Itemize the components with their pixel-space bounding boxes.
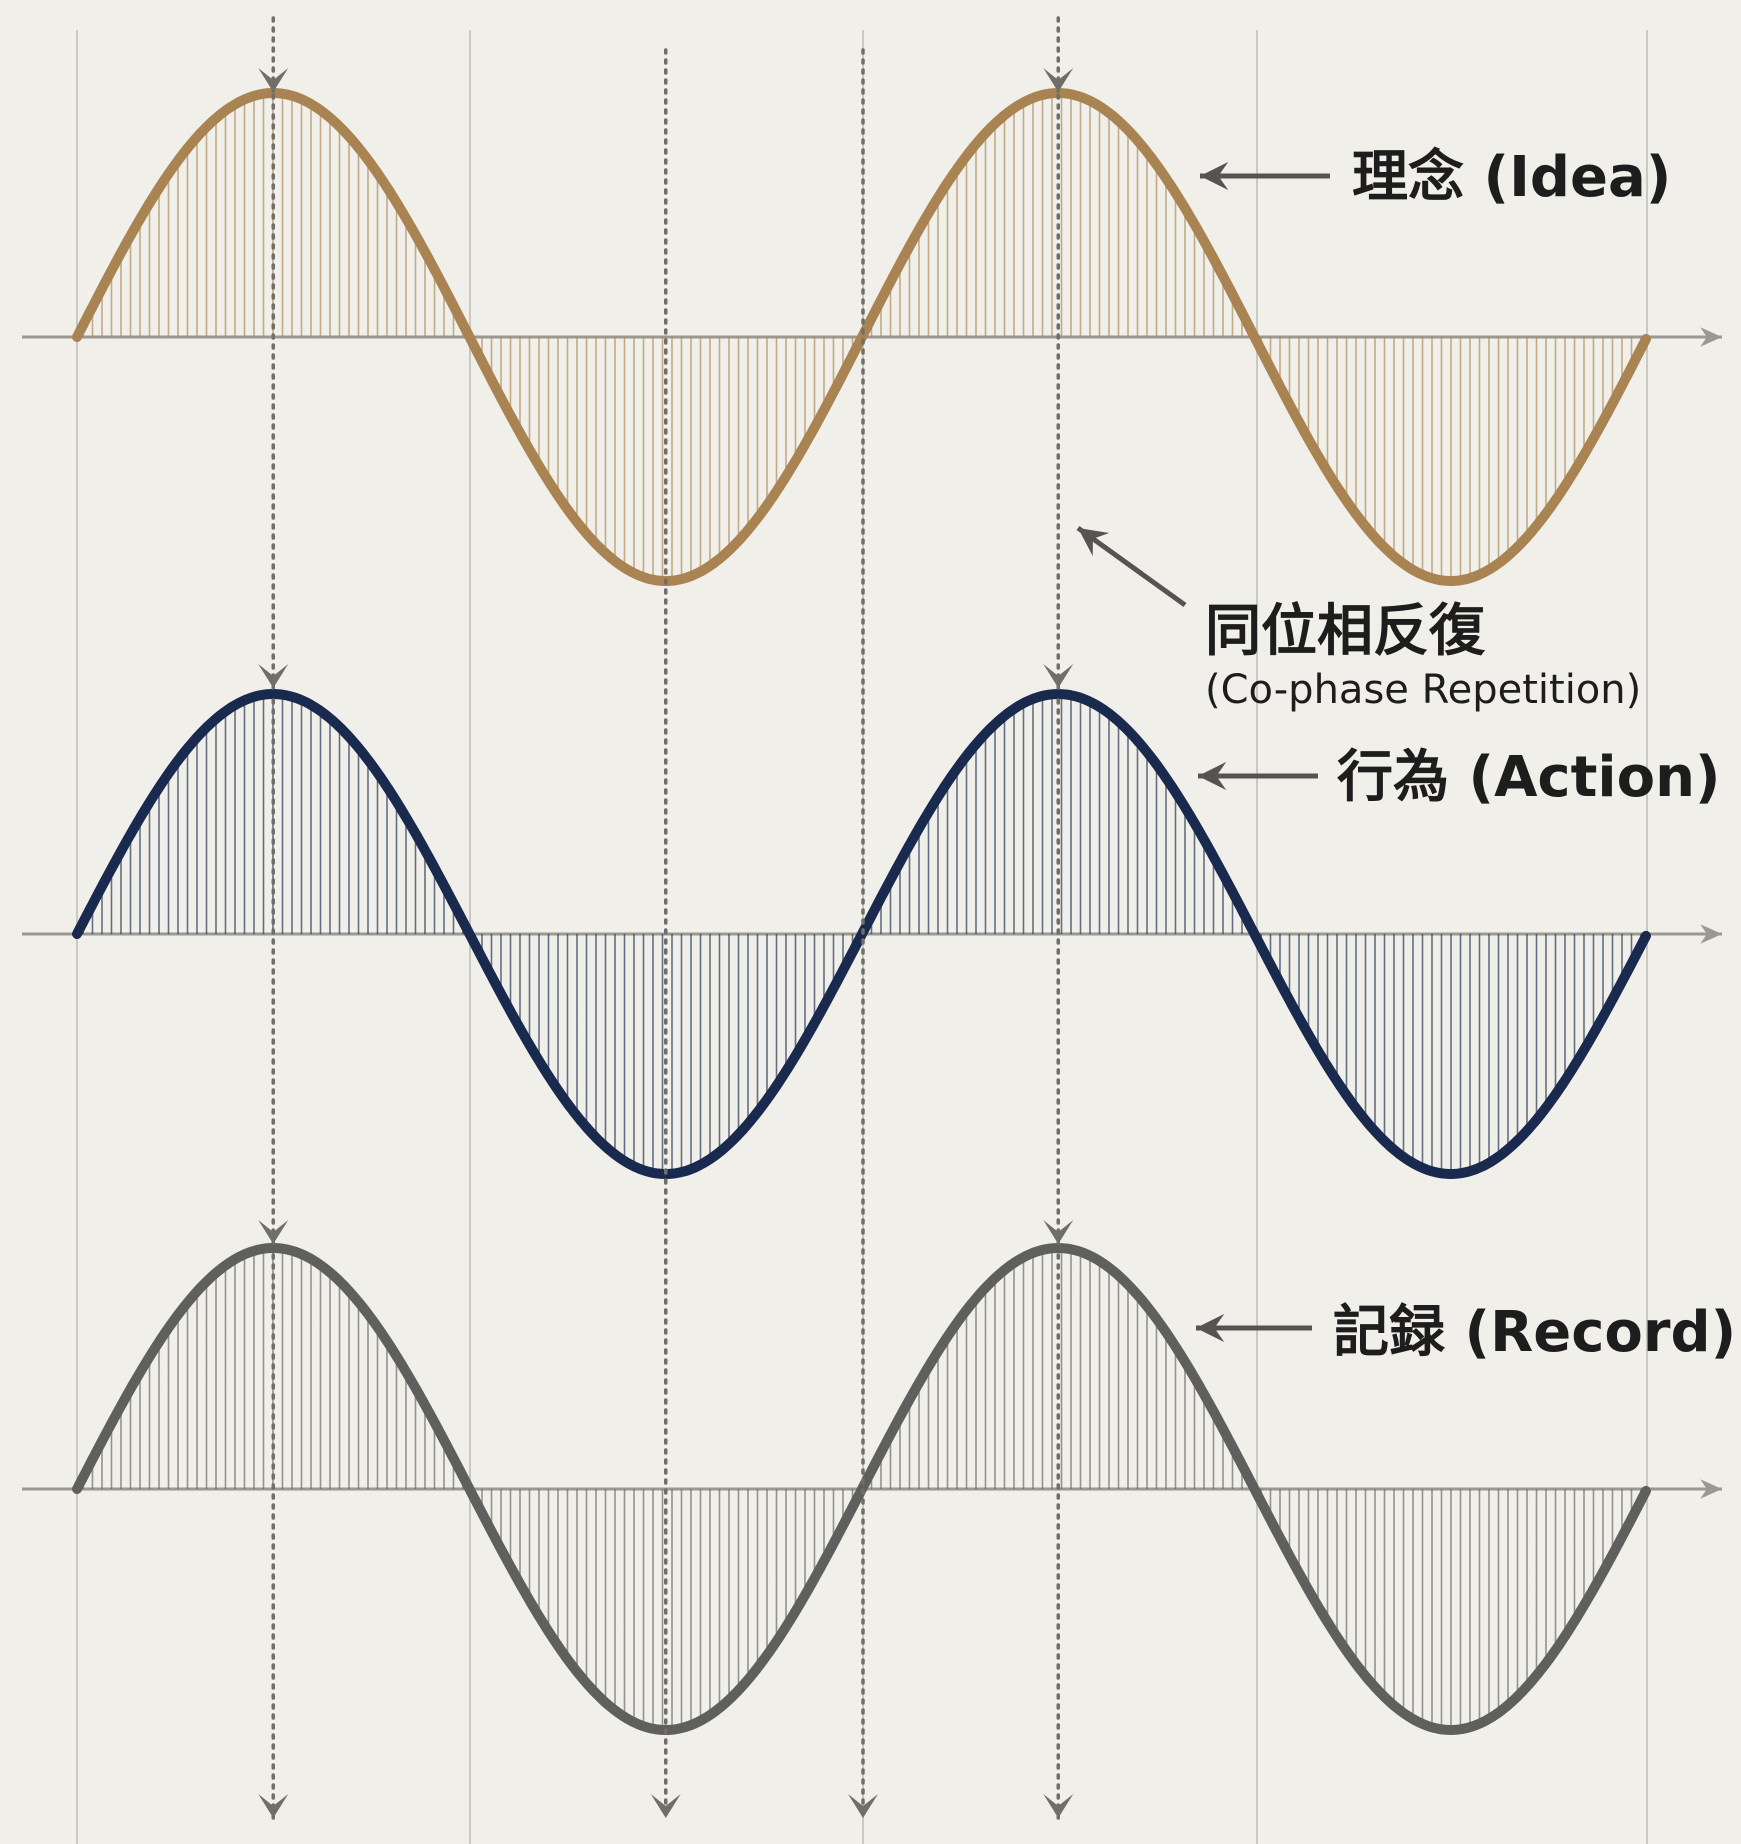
idea-curve bbox=[72, 87, 1651, 587]
record-label: 記録 (Record) bbox=[1333, 1300, 1736, 1365]
idea-label: 理念 (Idea) bbox=[1352, 145, 1671, 210]
co-phase-arrow-down bbox=[1043, 664, 1074, 688]
co-phase-arrow-down bbox=[258, 1220, 289, 1244]
action-curve bbox=[72, 688, 1651, 1180]
co-phase-arrow-down bbox=[258, 1794, 289, 1818]
cophase-label: 同位相反復 bbox=[1205, 599, 1486, 664]
wave-group bbox=[22, 87, 1722, 1736]
co-phase-arrow-down bbox=[1043, 68, 1074, 92]
co-phase-arrow-down bbox=[848, 1794, 878, 1818]
co-phase-arrow-down bbox=[1043, 1794, 1074, 1818]
wave-labels: 理念 (Idea) 同位相反復 (Co-phase Repetition) 行為… bbox=[1076, 145, 1736, 1365]
co-phase-arrow-down bbox=[258, 664, 289, 688]
co-phase-dotted-lines bbox=[258, 16, 1074, 1820]
co-phase-arrow-down bbox=[1043, 1220, 1074, 1244]
cophase-sublabel: (Co-phase Repetition) bbox=[1205, 667, 1641, 713]
action-wave bbox=[22, 688, 1722, 1180]
co-phase-arrow-down bbox=[258, 68, 289, 92]
action-label: 行為 (Action) bbox=[1337, 745, 1721, 810]
idea-wave bbox=[22, 87, 1722, 587]
cophase-label-arrow bbox=[1076, 525, 1187, 608]
co-phase-arrow-down bbox=[650, 1794, 681, 1818]
